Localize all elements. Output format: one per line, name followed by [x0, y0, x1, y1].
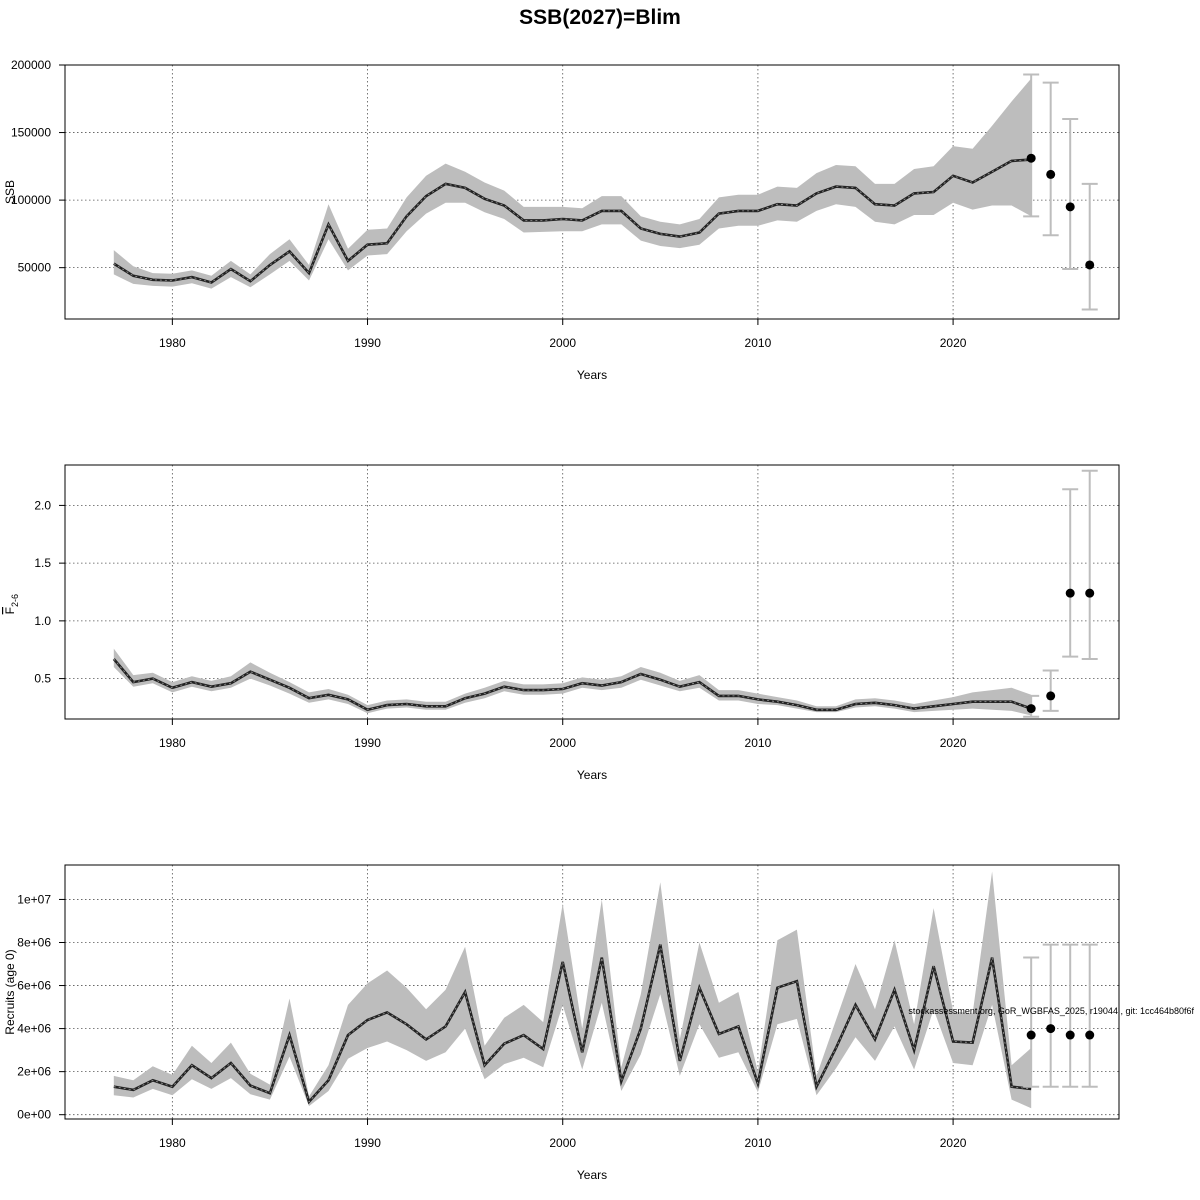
forecast-point [1046, 691, 1056, 701]
forecast-point [1085, 588, 1095, 598]
x-tick-label: 1980 [159, 336, 186, 350]
x-tick-label: 1980 [159, 736, 186, 750]
x-tick-label: 2000 [549, 336, 576, 350]
confidence-band [113, 78, 1032, 289]
x-tick-label: 2010 [745, 1136, 772, 1150]
x-tick-label: 2000 [549, 736, 576, 750]
y-tick-label: 0.5 [34, 672, 51, 686]
plot-frame [64, 464, 1120, 720]
y-tick-label: 2e+06 [17, 1065, 51, 1079]
estimate-line-dash [113, 159, 1032, 283]
y-tick-label: 2.0 [34, 498, 51, 512]
forecast-point [1026, 153, 1036, 163]
x-tick-label: 1990 [354, 336, 381, 350]
x-axis-label: Years [577, 1168, 607, 1182]
y-axis-label-main: F [3, 607, 17, 614]
x-axis-label: Years [577, 768, 607, 782]
forecast-point [1046, 1024, 1056, 1034]
x-tick-label: 1990 [354, 736, 381, 750]
forecast-point [1065, 202, 1075, 212]
forecast-point [1065, 1030, 1075, 1040]
ssb-panel: 1980 1990 2000 2010 2020 Years 50000 100000 1500… [3, 58, 1120, 382]
y-tick-label: 6e+06 [17, 979, 51, 993]
y-axis-label: Recruits (age 0) [3, 949, 17, 1034]
plot-frame [64, 864, 1120, 1120]
estimate-line-dash [113, 658, 1032, 711]
y-tick-label: 1.0 [34, 614, 51, 628]
y-tick-label: 150000 [11, 126, 51, 140]
x-tick-label: 2020 [940, 1136, 967, 1150]
y-axis-label: F2-6 [3, 594, 20, 614]
recruits-panel: 1980 1990 2000 2010 2020 Years 0e+00 2e+06 4e+06… [3, 864, 1120, 1182]
x-tick-label: 2010 [745, 736, 772, 750]
y-tick-label: 100000 [11, 193, 51, 207]
x-tick-label: 2020 [940, 336, 967, 350]
forecast-point [1026, 1030, 1036, 1040]
x-tick-label: 2000 [549, 1136, 576, 1150]
y-tick-label: 50000 [18, 261, 52, 275]
y-tick-label: 1.5 [34, 556, 51, 570]
estimate-line-dash [113, 944, 1032, 1103]
forecast-point [1046, 169, 1056, 179]
forecast-point [1026, 704, 1036, 714]
forecast-point [1085, 260, 1095, 270]
x-tick-label: 1980 [159, 1136, 186, 1150]
y-tick-label: 200000 [11, 58, 51, 72]
fbar-panel: 1980 1990 2000 2010 2020 Years 0.5 1.0 1.5 2.0 F2-… [3, 464, 1120, 782]
y-tick-label: 0e+00 [17, 1108, 51, 1122]
x-axis-label: Years [577, 368, 607, 382]
forecast-point [1065, 588, 1075, 598]
plot-frame [64, 64, 1120, 320]
figure-title: SSB(2027)=Blim [519, 6, 681, 29]
footnote: stockassessment.org, GoR_WGBFAS_2025, r1… [908, 1006, 1194, 1016]
y-tick-label: 4e+06 [17, 1022, 51, 1036]
forecast-point [1085, 1030, 1095, 1040]
x-tick-label: 1990 [354, 1136, 381, 1150]
x-tick-label: 2010 [745, 336, 772, 350]
y-tick-label: 1e+07 [17, 892, 51, 906]
y-axis-label-subscript: 2-6 [10, 594, 20, 607]
x-tick-label: 2020 [940, 736, 967, 750]
y-axis-label: SSB [3, 180, 17, 204]
y-tick-label: 8e+06 [17, 935, 51, 949]
